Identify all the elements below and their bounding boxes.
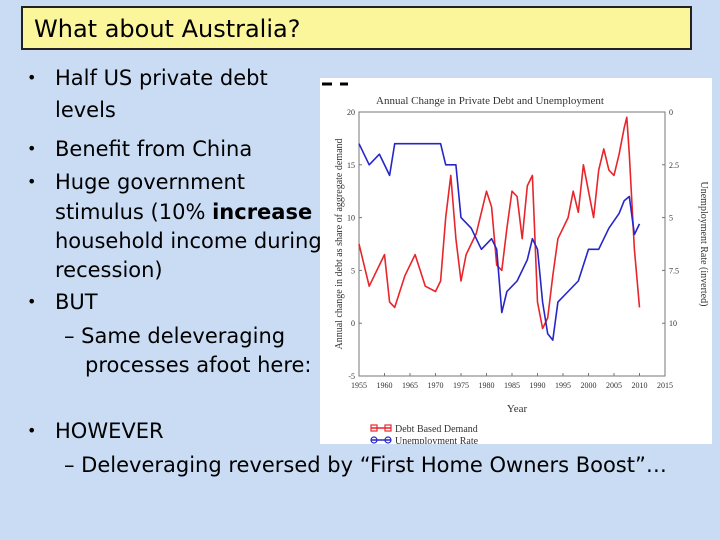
bullet-text: Half US private debt xyxy=(55,66,268,90)
x-tick-label: 1990 xyxy=(530,381,546,390)
y-tick-label: 10 xyxy=(347,214,355,223)
y-tick-label: 15 xyxy=(347,161,355,170)
bullet-text: Benefit from China xyxy=(55,137,253,161)
x-tick-label: 1965 xyxy=(402,381,418,390)
x-tick-label: 2000 xyxy=(581,381,597,390)
legend-marker-unemployment xyxy=(384,436,392,444)
y-tick-label: 0 xyxy=(351,319,355,328)
bullet-text: HOWEVER xyxy=(55,419,164,443)
legend-label-debt: Debt Based Demand xyxy=(395,424,478,435)
y2-tick-label: 2.5 xyxy=(669,161,679,170)
y2-tick-label: 5 xyxy=(669,214,673,223)
y2-tick-label: 0 xyxy=(669,108,673,117)
sub-bullet-text: – Same deleveraging xyxy=(64,324,286,348)
chart-image: Annual Change in Private Debt and Unempl… xyxy=(320,78,712,444)
y2-tick-label: 7.5 xyxy=(669,266,679,275)
chart-svg: Annual Change in Private Debt and Unempl… xyxy=(320,78,712,444)
y2-axis-label: Unemployment Rate (inverted) xyxy=(698,182,709,307)
sub-bullet-text: processes afoot here: xyxy=(85,353,312,377)
series-group xyxy=(358,116,641,341)
x-tick-label: 2005 xyxy=(606,381,622,390)
sub-bullet-text: – Deleveraging reversed by “First Home O… xyxy=(64,453,667,477)
x-tick-label: 1980 xyxy=(479,381,495,390)
legend: Debt Based Demand Unemployment Rate xyxy=(370,424,479,444)
x-tick-label: 1985 xyxy=(504,381,520,390)
bullet-text-part: stimulus (10% xyxy=(55,200,213,224)
bullet-text: Huge government xyxy=(55,170,246,194)
x-tick-label: 1975 xyxy=(453,381,469,390)
legend-marker-debt xyxy=(370,424,378,432)
y-axis-ticks: 20 15 10 5 0 -5 xyxy=(347,108,362,381)
x-tick-label: 1955 xyxy=(351,381,367,390)
y-tick-label: 5 xyxy=(351,266,355,275)
x-tick-label: 2015 xyxy=(657,381,673,390)
x-tick-label: 1995 xyxy=(555,381,571,390)
bullet-text: household income during xyxy=(55,229,322,253)
series-line-debt xyxy=(358,116,641,330)
bullet-marker: • xyxy=(27,421,37,440)
bullet-marker: • xyxy=(27,139,37,158)
bullet-marker: • xyxy=(27,292,37,311)
bullet-text: recession) xyxy=(55,258,163,282)
slide-title: What about Australia? xyxy=(34,15,301,43)
y-tick-label: 20 xyxy=(347,108,355,117)
y-axis-label: Annual change in debt as share of aggreg… xyxy=(334,138,345,349)
bullet-marker: • xyxy=(27,68,37,87)
legend-label-unemployment: Unemployment Rate xyxy=(395,436,479,444)
legend-marker-unemployment xyxy=(370,436,378,444)
x-axis-ticks: 1955 1960 1965 1970 1975 1980 1985 1990 1995 2000… xyxy=(351,373,673,390)
x-axis-label: Year xyxy=(507,403,528,415)
x-tick-label: 1960 xyxy=(377,381,393,390)
x-tick-label: 2010 xyxy=(632,381,648,390)
bullet-text: levels xyxy=(55,98,116,122)
y2-axis-ticks: 0 2.5 5 7.5 10 xyxy=(662,108,679,328)
x-tick-label: 1970 xyxy=(428,381,444,390)
bullet-text: BUT xyxy=(55,290,98,314)
y2-tick-label: 10 xyxy=(669,319,677,328)
bullet-emphasis: increase xyxy=(212,200,313,224)
slide-title-box: What about Australia? xyxy=(21,6,692,50)
chart-title: Annual Change in Private Debt and Unempl… xyxy=(376,95,604,107)
y-tick-label: -5 xyxy=(348,372,355,381)
series-line-unemployment xyxy=(358,142,641,341)
bullet-marker: • xyxy=(27,172,37,191)
bullet-text: stimulus (10% increase in xyxy=(55,200,338,224)
legend-marker-debt xyxy=(384,424,392,432)
